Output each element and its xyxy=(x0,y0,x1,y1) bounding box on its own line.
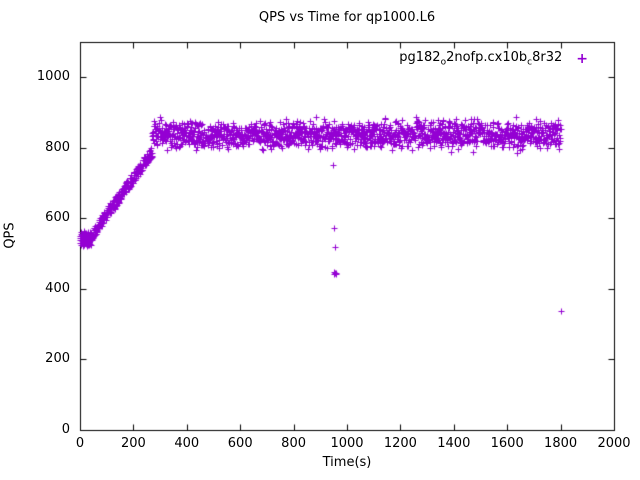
x-tick-label: 400 xyxy=(174,436,200,451)
y-tick-label: 800 xyxy=(45,139,70,155)
x-tick-label: 1400 xyxy=(437,436,471,451)
legend-series-label: pg182o2nofp.cx10bc8r32 xyxy=(399,50,563,68)
y-axis-label: QPS xyxy=(2,222,18,249)
x-tick-label: 0 xyxy=(75,436,85,451)
y-tick-label: 200 xyxy=(45,351,70,367)
y-tick-label: 600 xyxy=(45,210,70,226)
y-tick-label: 400 xyxy=(45,280,70,296)
y-tick-label: 0 xyxy=(61,422,70,437)
x-axis-label: Time(s) xyxy=(322,455,372,470)
x-tick-label: 200 xyxy=(120,436,146,451)
x-tick-label: 600 xyxy=(227,436,253,451)
legend: pg182o2nofp.cx10bc8r32 + xyxy=(399,50,588,68)
x-tick-label: 1200 xyxy=(383,436,417,451)
x-tick-label: 2000 xyxy=(597,436,631,451)
chart-title: QPS vs Time for qp1000.L6 xyxy=(258,10,436,25)
plus-marker-icon: + xyxy=(576,50,588,67)
y-tick-label: 1000 xyxy=(36,69,70,85)
x-tick-label: 800 xyxy=(281,436,307,451)
x-tick-label: 1000 xyxy=(330,436,364,451)
x-tick-label: 1800 xyxy=(544,436,578,451)
x-tick-label: 1600 xyxy=(490,436,524,451)
